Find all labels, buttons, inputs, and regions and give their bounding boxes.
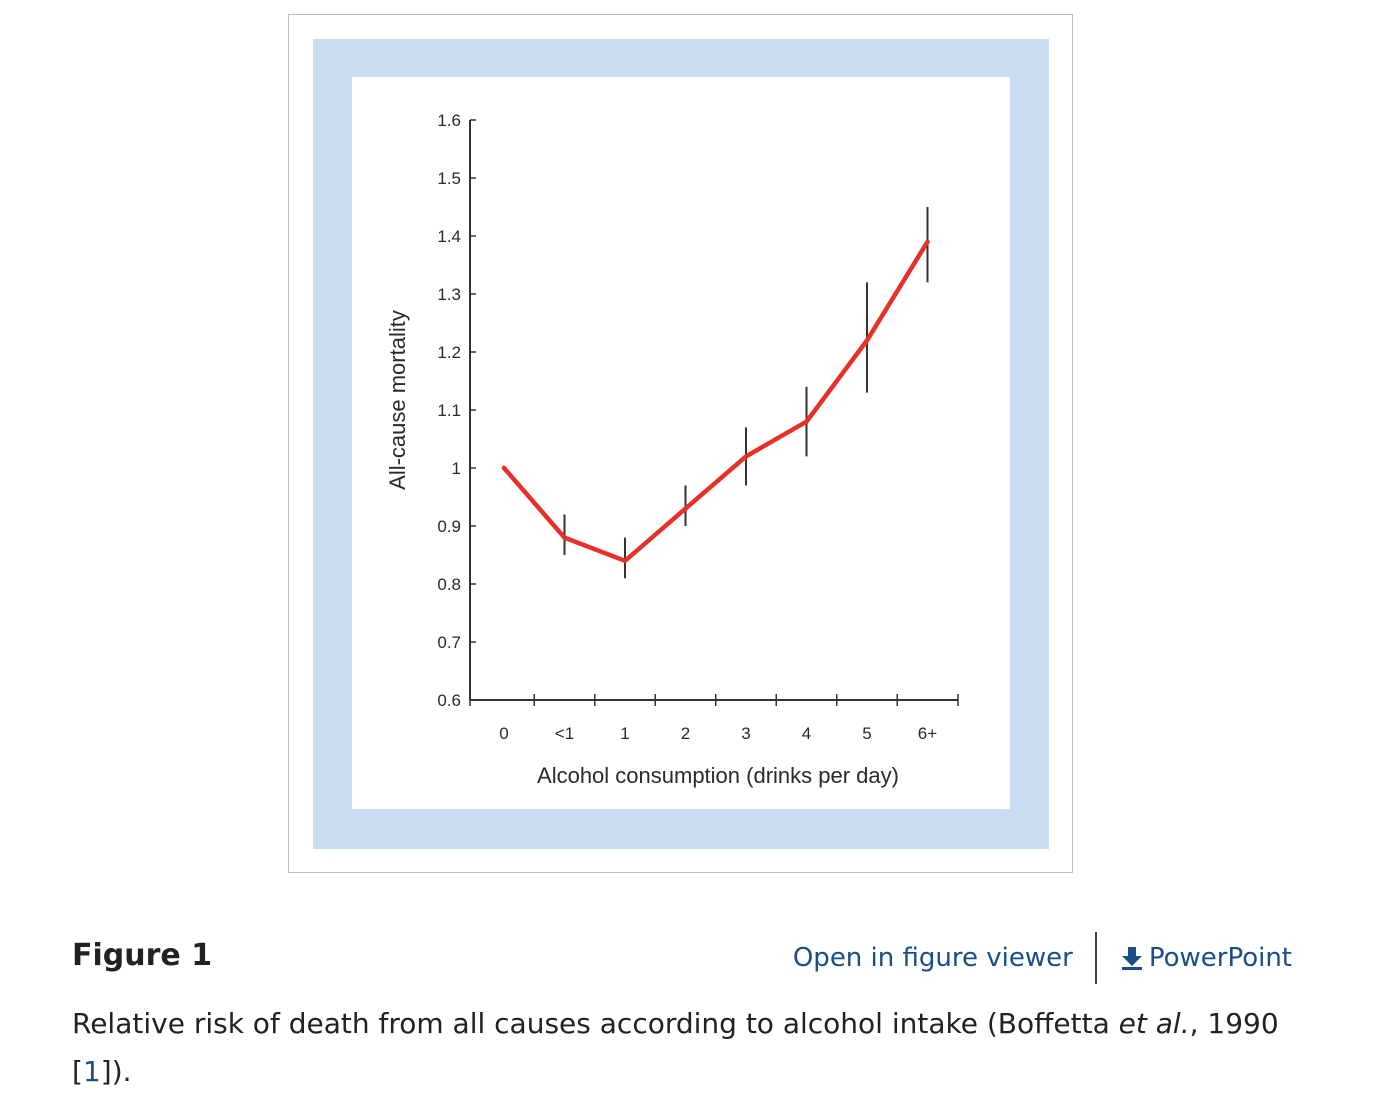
y-tick-label: 1.3	[437, 285, 461, 304]
download-arrow-icon	[1121, 947, 1142, 970]
reference-link[interactable]: 1	[82, 1055, 101, 1088]
y-tick-label: 0.8	[437, 575, 461, 594]
x-tick-label: <1	[555, 724, 574, 743]
x-tick-label: 6+	[918, 724, 937, 743]
y-tick-label: 1	[452, 459, 461, 478]
chart: 0.6 0.7 0.8 0.9 1 1.1 1.2 1.3 1.4 1.5 1.6 0 <1 1 2 3 4 5…	[313, 39, 1049, 849]
y-tick-label: 1.6	[437, 111, 461, 130]
data-point	[925, 239, 930, 244]
data-point	[804, 419, 809, 424]
caption-text-italic: et al.	[1118, 1007, 1190, 1040]
caption-text-after: ]).	[100, 1055, 132, 1088]
y-tick-label: 1.1	[437, 401, 461, 420]
y-tick-label: 0.9	[437, 517, 461, 536]
x-tick-label: 5	[862, 724, 871, 743]
data-point	[622, 558, 628, 563]
data-point	[501, 465, 507, 471]
y-axis: 0.6 0.7 0.8 0.9 1 1.1 1.2 1.3 1.4 1.5 1.6	[437, 111, 476, 710]
data-point	[743, 454, 749, 459]
y-tick-label: 0.7	[437, 633, 461, 652]
x-axis: 0 <1 1 2 3 4 5 6+	[469, 694, 959, 743]
x-tick-label: 2	[681, 724, 690, 743]
figure-caption-row: Figure 1 Open in figure viewer PowerPoin…	[72, 930, 1292, 986]
y-tick-label: 1.5	[437, 169, 461, 188]
x-tick-label: 1	[620, 724, 629, 743]
caption-text-before: Relative risk of death from all causes a…	[72, 1007, 1119, 1040]
series-line-group	[501, 239, 930, 564]
y-tick-label: 1.4	[437, 227, 461, 246]
data-point	[562, 535, 567, 540]
plot-panel	[352, 77, 1010, 809]
x-tick-label: 0	[499, 724, 508, 743]
y-tick-label: 1.2	[437, 343, 461, 362]
y-tick-label: 0.6	[437, 691, 461, 710]
powerpoint-download-link[interactable]: PowerPoint	[1119, 943, 1292, 973]
x-axis-title: Alcohol consumption (drinks per day)	[537, 763, 899, 788]
open-figure-viewer-label: Open in figure viewer	[792, 943, 1073, 973]
x-tick-label: 4	[802, 724, 811, 743]
open-figure-viewer-link[interactable]: Open in figure viewer	[793, 943, 1073, 973]
data-point	[683, 506, 688, 511]
figure-caption: Relative risk of death from all causes a…	[72, 1000, 1322, 1096]
data-point	[864, 338, 870, 343]
powerpoint-label: PowerPoint	[1148, 943, 1292, 973]
x-tick-label: 3	[741, 724, 750, 743]
link-divider	[1094, 932, 1097, 984]
caption-text-middle: , 1990 [	[72, 1007, 1279, 1088]
figure-links: Open in figure viewer PowerPoint	[793, 930, 1292, 986]
series-line	[501, 239, 930, 564]
y-axis-title: All-cause mortality	[385, 310, 410, 490]
figure-label: Figure 1	[72, 938, 213, 973]
